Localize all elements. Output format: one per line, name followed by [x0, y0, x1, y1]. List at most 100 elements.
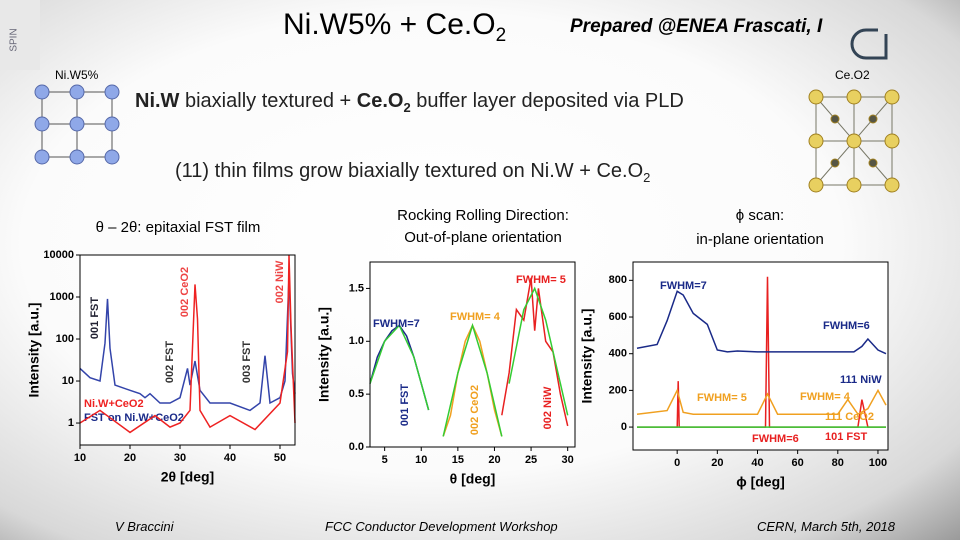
x-tick-label: 20	[124, 452, 136, 464]
y-tick-label: 1.0	[349, 335, 364, 347]
text: Ni.W	[135, 90, 180, 112]
text: Ce.O	[356, 90, 404, 112]
chart-title: Out-of-plane orientation	[404, 229, 562, 246]
chart-title: in-plane orientation	[696, 231, 824, 248]
x-tick-label: 20	[711, 457, 723, 469]
plot-frame	[632, 261, 889, 451]
plot-frame	[369, 261, 576, 448]
y-tick-label: 10	[62, 375, 74, 387]
annotation: FWHM= 4	[450, 311, 501, 323]
x-tick-label: 10	[74, 452, 86, 464]
lattice-label: Ce.O2	[835, 68, 870, 82]
chart: Rocking Rolling Direction: Out-of-plane o…	[316, 207, 576, 487]
y-tick-label: 800	[609, 274, 627, 286]
chart: ϕ scan: in-plane orientation ϕ [deg] Intens…	[579, 207, 889, 490]
footer-author: V Braccini	[115, 519, 174, 534]
chart: θ – 2θ: epitaxial FST film 2θ [deg] Intens…	[26, 219, 296, 485]
annotation: FWHM= 4	[800, 391, 851, 403]
data-line	[79, 254, 296, 434]
y-tick-label: 200	[609, 384, 627, 396]
series-label: FST on Ni.W+CeO2	[84, 412, 184, 424]
x-tick-label: 100	[869, 457, 887, 469]
series-label: 101 FST	[825, 431, 867, 443]
data-line	[501, 277, 569, 427]
series-label: 111 CeO2	[825, 411, 874, 423]
line-2: (11) thin films grow biaxially textured …	[175, 160, 650, 185]
annotation: FWHM= 5	[516, 274, 566, 286]
text: biaxially textured +	[179, 90, 357, 112]
x-tick-label: 60	[792, 457, 804, 469]
x-tick-label: 20	[488, 454, 500, 466]
x-axis-label: 2θ [deg]	[161, 469, 214, 485]
x-axis-label: θ [deg]	[450, 471, 496, 487]
annotation: 002 NiW	[274, 260, 286, 303]
logo-spin	[0, 0, 40, 70]
plot-area	[370, 262, 575, 447]
x-tick-label: 10	[415, 454, 427, 466]
y-tick-label: 1	[68, 417, 74, 429]
y-axis-label: Intensity [a.u.]	[26, 303, 42, 398]
series-label: 001 FST	[399, 384, 411, 426]
y-tick-label: 1000	[50, 291, 74, 303]
plot-frame	[79, 254, 296, 446]
logo-enea	[850, 28, 888, 60]
x-axis-label: ϕ [deg]	[736, 474, 785, 490]
logo-text: SPIN	[9, 28, 20, 51]
y-tick-label: 0	[621, 421, 627, 433]
annotation: 003 FST	[241, 341, 253, 383]
text: (11) thin films grow biaxially textured …	[175, 160, 644, 182]
annotation: FWHM= 5	[697, 392, 747, 404]
line-1: Ni.W biaxially textured + Ce.O2 buffer l…	[135, 90, 684, 115]
y-tick-label: 10000	[43, 249, 74, 261]
y-tick-label: 1.5	[349, 282, 364, 294]
x-tick-label: 30	[562, 454, 574, 466]
lattice-niw	[34, 84, 120, 165]
y-axis-label: Intensity [a.u.]	[579, 309, 595, 404]
y-tick-label: 400	[609, 348, 627, 360]
x-tick-label: 25	[525, 454, 537, 466]
series-label: Ni.W+CeO2	[84, 398, 144, 410]
slide-title: Ni.W5% + Ce.O2	[283, 8, 506, 47]
lattice-ceo2	[808, 89, 900, 193]
data-line	[636, 388, 887, 416]
x-tick-label: 30	[174, 452, 186, 464]
annotation: 002 CeO2	[179, 267, 191, 317]
y-tick-label: 100	[56, 333, 74, 345]
data-line	[636, 290, 887, 355]
x-tick-label: 40	[224, 452, 236, 464]
x-tick-label: 80	[832, 457, 844, 469]
y-tick-label: 600	[609, 311, 627, 323]
x-tick-label: 5	[382, 454, 388, 466]
series-label: 002 NiW	[542, 386, 554, 429]
plot-area	[633, 262, 888, 450]
x-tick-label: 40	[751, 457, 763, 469]
x-tick-label: 50	[274, 452, 286, 464]
footer-event: FCC Conductor Development Workshop	[325, 519, 558, 534]
x-tick-label: 15	[452, 454, 464, 466]
title-sub: 2	[495, 25, 507, 46]
annotation: 002 FST	[164, 341, 176, 383]
y-axis-label: Intensity [a.u.]	[316, 307, 332, 402]
annotation: FWHM=7	[660, 280, 707, 292]
chart-title: ϕ scan:	[736, 207, 784, 224]
y-tick-label: 0.0	[349, 441, 364, 453]
chart-title: Rocking Rolling Direction:	[397, 207, 569, 224]
footer-date: CERN, March 5th, 2018	[757, 519, 896, 534]
data-line	[79, 276, 296, 412]
x-tick-label: 0	[674, 457, 680, 469]
y-tick-label: 0.5	[349, 388, 364, 400]
lattice-label: Ni.W5%	[55, 68, 99, 82]
annotation: FWHM=7	[373, 318, 420, 330]
annotation: FWHM=6	[752, 433, 799, 445]
data-line	[369, 286, 569, 437]
text: 2	[403, 100, 411, 115]
annotation: 001 FST	[89, 297, 101, 339]
annotation: FWHM=6	[823, 320, 870, 332]
title-text: Ni.W5% + Ce.O	[283, 8, 496, 41]
text: 2	[643, 170, 651, 185]
subtitle: Prepared @ENEA Frascati, I	[570, 16, 823, 37]
series-label: 111 NiW	[840, 374, 882, 386]
